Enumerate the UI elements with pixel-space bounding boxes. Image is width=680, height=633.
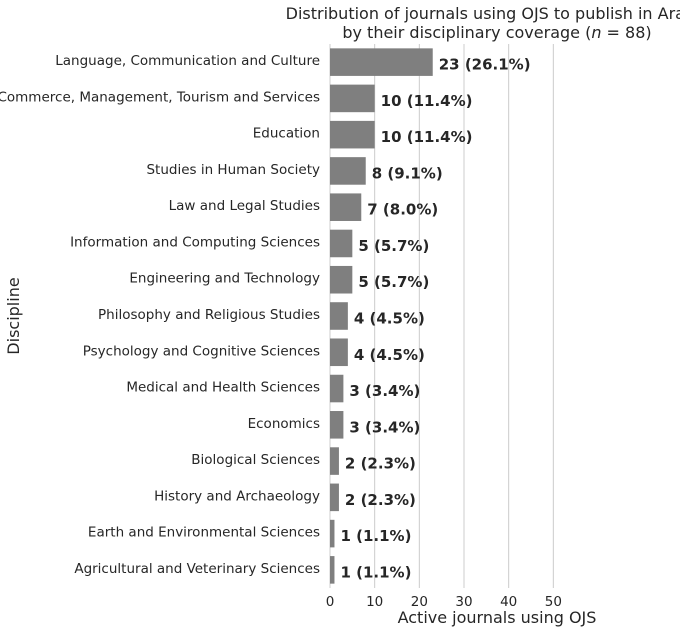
category-label: Commerce, Management, Tourism and Servic… (0, 89, 320, 105)
category-label: Engineering and Technology (129, 271, 320, 287)
category-label: Medical and Health Sciences (126, 380, 320, 396)
data-label: 5 (5.7%) (358, 273, 429, 291)
chart-title-suffix: = 88) (601, 23, 651, 42)
y-axis-label: Discipline (4, 277, 23, 354)
bar (330, 447, 339, 475)
data-label: 1 (1.1%) (340, 527, 411, 545)
data-label: 1 (1.1%) (340, 563, 411, 581)
data-label: 7 (8.0%) (367, 201, 438, 219)
chart-title-n: n (591, 23, 601, 42)
x-tick-label: 20 (411, 594, 428, 610)
data-labels: 23 (26.1%) 10 (11.4%) 10 (11.4%) 8 (9.1%) 7 … (340, 56, 530, 582)
bar (330, 48, 433, 76)
x-axis-label: Active journals using OJS (398, 608, 597, 627)
bars (330, 48, 433, 584)
bar (330, 265, 353, 294)
bar (330, 302, 348, 330)
chart-title-line-1: Distribution of journals using OJS to pu… (286, 4, 680, 23)
chart-title-line-2: by their disciplinary coverage (n = 88) (342, 23, 651, 42)
data-label: 4 (4.5%) (354, 346, 425, 364)
category-label: History and Archaeology (154, 488, 320, 504)
x-tick-labels: 0 10 20 30 40 50 (326, 594, 562, 610)
x-tick-label: 10 (366, 594, 383, 610)
x-tick-label: 50 (545, 594, 562, 610)
data-label: 2 (2.3%) (345, 491, 416, 509)
x-tick-label: 0 (326, 594, 335, 610)
data-label: 10 (11.4%) (381, 128, 473, 146)
bar (330, 411, 344, 439)
data-label: 3 (3.4%) (349, 418, 420, 436)
bar (330, 338, 348, 367)
x-tick-label: 40 (500, 594, 517, 610)
data-label: 3 (3.4%) (349, 382, 420, 400)
bar (330, 157, 366, 185)
data-label: 8 (9.1%) (372, 164, 443, 182)
category-label: Information and Computing Sciences (70, 234, 320, 250)
category-label: Earth and Environmental Sciences (88, 525, 320, 541)
category-label: Philosophy and Religious Studies (98, 307, 320, 323)
bar (330, 374, 344, 403)
category-label: Biological Sciences (191, 452, 320, 468)
bar (330, 519, 335, 548)
bar (330, 229, 353, 258)
data-label: 23 (26.1%) (439, 56, 531, 74)
category-label: Law and Legal Studies (169, 198, 320, 214)
category-label: Agricultural and Veterinary Sciences (74, 561, 320, 577)
data-label: 5 (5.7%) (358, 237, 429, 255)
chart-title-prefix: by their disciplinary coverage ( (342, 23, 591, 42)
category-labels: Language, Communication and Culture Comme… (0, 53, 320, 577)
bar (330, 556, 335, 584)
bar (330, 483, 339, 512)
data-label: 2 (2.3%) (345, 455, 416, 473)
bar (330, 84, 375, 113)
bar (330, 193, 362, 221)
data-label: 10 (11.4%) (381, 92, 473, 110)
x-tick-label: 30 (455, 594, 472, 610)
category-label: Education (253, 126, 320, 142)
bar (330, 120, 375, 149)
category-label: Language, Communication and Culture (55, 53, 320, 69)
category-label: Economics (248, 416, 320, 432)
data-label: 4 (4.5%) (354, 310, 425, 328)
category-label: Psychology and Cognitive Sciences (83, 343, 320, 359)
category-label: Studies in Human Society (146, 162, 320, 178)
